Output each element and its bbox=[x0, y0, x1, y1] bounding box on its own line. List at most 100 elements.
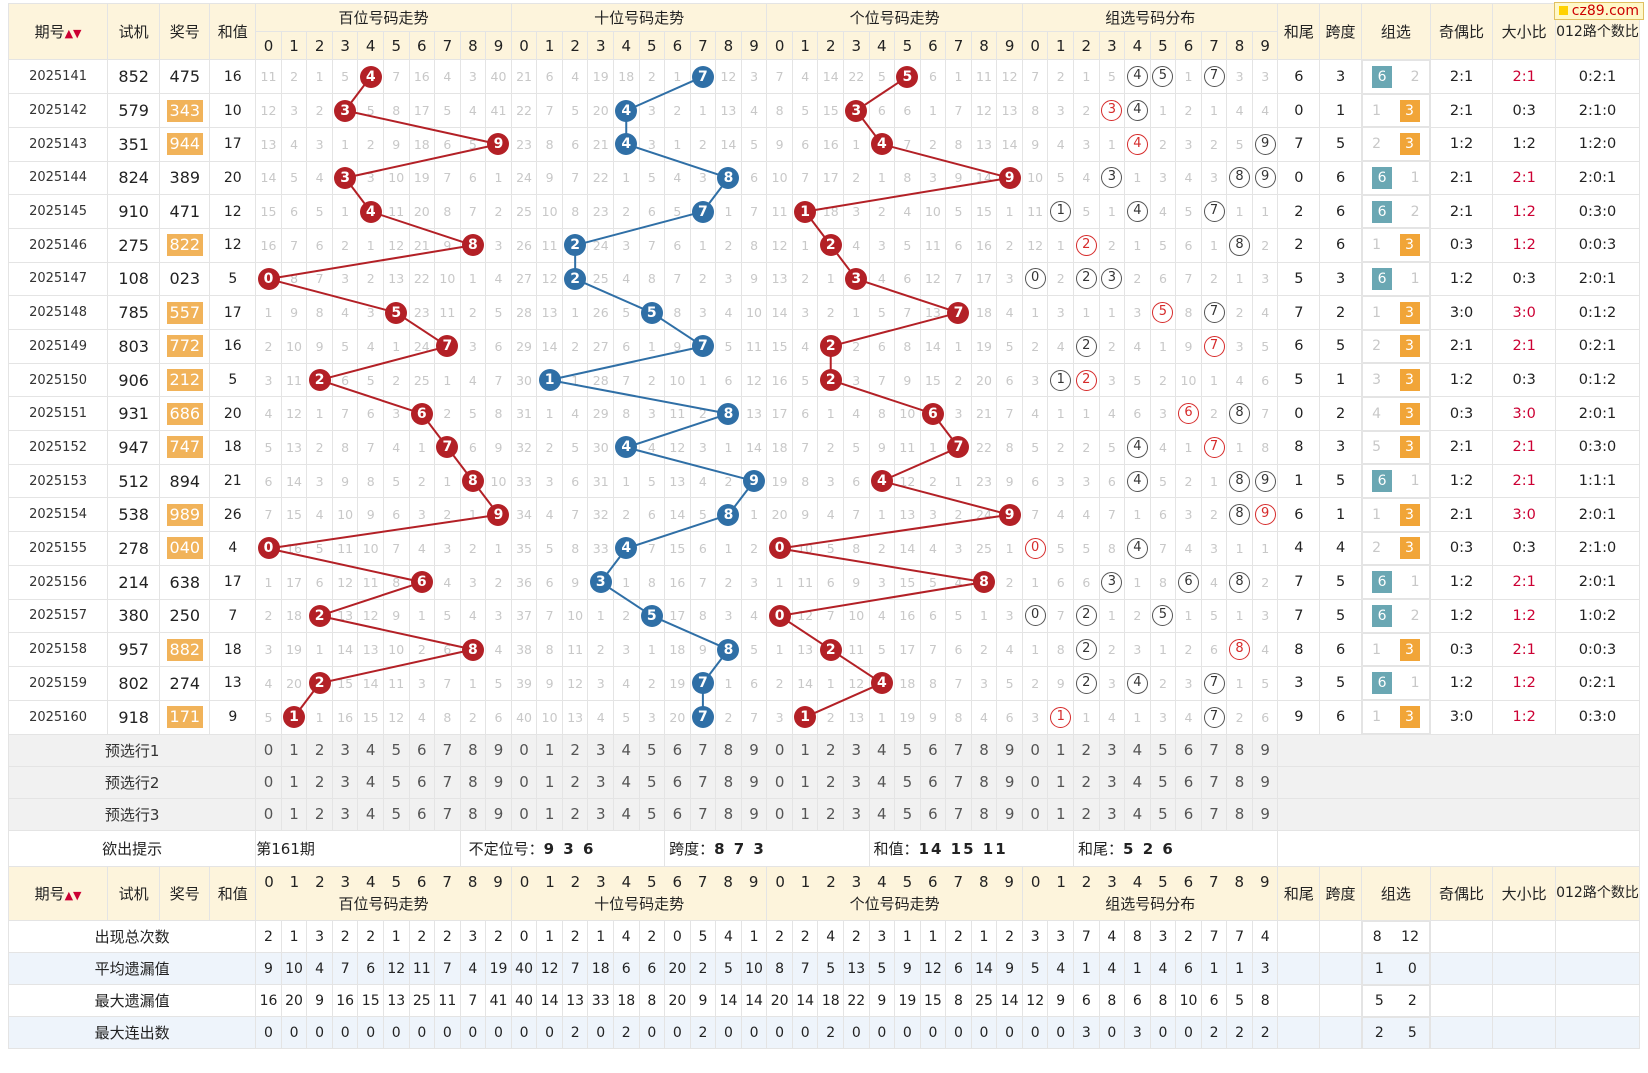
preselect-digit[interactable]: 9 bbox=[1251, 765, 1279, 799]
preselect-digit[interactable]: 3 bbox=[331, 765, 359, 799]
preselect-digit[interactable]: 6 bbox=[408, 733, 436, 767]
preselect-digit[interactable]: 8 bbox=[459, 797, 487, 831]
preselect-digit[interactable]: 6 bbox=[664, 765, 691, 799]
preselect-digit[interactable]: 3 bbox=[843, 765, 870, 799]
preselect-digit[interactable]: 0 bbox=[255, 765, 282, 799]
preselect-digit[interactable]: 2 bbox=[306, 797, 333, 831]
preselect-digit[interactable]: 7 bbox=[689, 765, 717, 799]
preselect-digit[interactable]: 4 bbox=[612, 797, 640, 831]
preselect-digit[interactable]: 3 bbox=[587, 765, 614, 799]
preselect-digit[interactable]: 7 bbox=[1200, 797, 1228, 831]
preselect-digit[interactable]: 9 bbox=[485, 765, 512, 799]
preselect-digit[interactable]: 2 bbox=[1073, 733, 1100, 767]
preselect-digit[interactable]: 0 bbox=[766, 797, 793, 831]
header-issue[interactable]: 期号▲▼ bbox=[7, 3, 109, 60]
preselect-digit[interactable]: 2 bbox=[817, 765, 844, 799]
preselect-digit[interactable]: 5 bbox=[894, 797, 921, 831]
preselect-digit[interactable]: 5 bbox=[1149, 797, 1177, 831]
preselect-digit[interactable]: 0 bbox=[510, 765, 538, 799]
preselect-digit[interactable]: 1 bbox=[536, 797, 563, 831]
preselect-digit[interactable]: 8 bbox=[970, 765, 998, 799]
preselect-digit[interactable]: 1 bbox=[791, 765, 819, 799]
sort-icon[interactable]: ▲▼ bbox=[64, 888, 82, 902]
preselect-digit[interactable]: 7 bbox=[434, 733, 461, 767]
preselect-digit[interactable]: 5 bbox=[382, 765, 410, 799]
preselect-digit[interactable]: 9 bbox=[996, 733, 1023, 767]
preselect-digit[interactable]: 4 bbox=[1124, 765, 1151, 799]
preselect-digit[interactable]: 5 bbox=[894, 733, 921, 767]
preselect-digit[interactable]: 9 bbox=[485, 797, 512, 831]
preselect-digit[interactable]: 1 bbox=[1047, 765, 1075, 799]
preselect-digit[interactable]: 5 bbox=[638, 765, 666, 799]
preselect-digit[interactable]: 0 bbox=[510, 797, 538, 831]
preselect-digit[interactable]: 1 bbox=[536, 765, 563, 799]
preselect-digit[interactable]: 4 bbox=[1124, 797, 1151, 831]
preselect-digit[interactable]: 5 bbox=[1149, 733, 1177, 767]
preselect-digit[interactable]: 8 bbox=[715, 733, 742, 767]
preselect-digit[interactable]: 9 bbox=[996, 765, 1023, 799]
preselect-digit[interactable]: 0 bbox=[255, 797, 282, 831]
preselect-digit[interactable]: 1 bbox=[536, 733, 563, 767]
preselect-digit[interactable]: 7 bbox=[1200, 765, 1228, 799]
preselect-digit[interactable]: 1 bbox=[280, 797, 308, 831]
preselect-digit[interactable]: 6 bbox=[1175, 765, 1202, 799]
preselect-digit[interactable]: 7 bbox=[434, 765, 461, 799]
footer-header-issue[interactable]: 期号▲▼ bbox=[7, 865, 109, 921]
preselect-digit[interactable]: 8 bbox=[715, 797, 742, 831]
preselect-digit[interactable]: 5 bbox=[894, 765, 921, 799]
preselect-digit[interactable]: 8 bbox=[970, 733, 998, 767]
preselect-digit[interactable]: 2 bbox=[561, 765, 589, 799]
preselect-digit[interactable]: 8 bbox=[459, 733, 487, 767]
preselect-digit[interactable]: 6 bbox=[664, 733, 691, 767]
preselect-digit[interactable]: 6 bbox=[919, 765, 947, 799]
sort-icon[interactable]: ▲▼ bbox=[64, 27, 82, 40]
preselect-digit[interactable]: 3 bbox=[1098, 797, 1126, 831]
preselect-digit[interactable]: 2 bbox=[306, 733, 333, 767]
preselect-digit[interactable]: 3 bbox=[587, 797, 614, 831]
preselect-digit[interactable]: 9 bbox=[996, 797, 1023, 831]
preselect-digit[interactable]: 5 bbox=[382, 797, 410, 831]
preselect-digit[interactable]: 1 bbox=[791, 733, 819, 767]
preselect-digit[interactable]: 3 bbox=[1098, 765, 1126, 799]
preselect-digit[interactable]: 0 bbox=[1021, 797, 1049, 831]
preselect-digit[interactable]: 3 bbox=[1098, 733, 1126, 767]
preselect-digit[interactable]: 6 bbox=[1175, 797, 1202, 831]
preselect-digit[interactable]: 2 bbox=[817, 733, 844, 767]
preselect-digit[interactable]: 2 bbox=[1073, 797, 1100, 831]
preselect-digit[interactable]: 2 bbox=[306, 765, 333, 799]
preselect-digit[interactable]: 6 bbox=[664, 797, 691, 831]
preselect-digit[interactable]: 5 bbox=[638, 797, 666, 831]
preselect-digit[interactable]: 5 bbox=[638, 733, 666, 767]
preselect-digit[interactable]: 6 bbox=[919, 797, 947, 831]
preselect-digit[interactable]: 6 bbox=[919, 733, 947, 767]
preselect-digit[interactable]: 2 bbox=[561, 733, 589, 767]
preselect-digit[interactable]: 1 bbox=[1047, 733, 1075, 767]
preselect-digit[interactable]: 6 bbox=[1175, 733, 1202, 767]
preselect-digit[interactable]: 4 bbox=[357, 765, 384, 799]
preselect-digit[interactable]: 2 bbox=[1073, 765, 1100, 799]
preselect-digit[interactable]: 0 bbox=[510, 733, 538, 767]
preselect-digit[interactable]: 2 bbox=[561, 797, 589, 831]
preselect-digit[interactable]: 8 bbox=[715, 765, 742, 799]
preselect-digit[interactable]: 3 bbox=[331, 797, 359, 831]
preselect-digit[interactable]: 4 bbox=[612, 733, 640, 767]
preselect-digit[interactable]: 4 bbox=[868, 733, 896, 767]
preselect-digit[interactable]: 0 bbox=[766, 733, 793, 767]
preselect-digit[interactable]: 7 bbox=[945, 733, 972, 767]
preselect-digit[interactable]: 7 bbox=[945, 765, 972, 799]
preselect-digit[interactable]: 3 bbox=[843, 733, 870, 767]
preselect-digit[interactable]: 4 bbox=[357, 733, 384, 767]
preselect-digit[interactable]: 4 bbox=[868, 797, 896, 831]
preselect-digit[interactable]: 1 bbox=[791, 797, 819, 831]
preselect-digit[interactable]: 4 bbox=[612, 765, 640, 799]
preselect-digit[interactable]: 7 bbox=[434, 797, 461, 831]
preselect-digit[interactable]: 6 bbox=[408, 797, 436, 831]
preselect-digit[interactable]: 9 bbox=[1251, 733, 1279, 767]
preselect-digit[interactable]: 1 bbox=[1047, 797, 1075, 831]
preselect-digit[interactable]: 7 bbox=[945, 797, 972, 831]
preselect-digit[interactable]: 0 bbox=[1021, 733, 1049, 767]
preselect-digit[interactable]: 0 bbox=[1021, 765, 1049, 799]
preselect-digit[interactable]: 8 bbox=[970, 797, 998, 831]
preselect-digit[interactable]: 9 bbox=[485, 733, 512, 767]
preselect-digit[interactable]: 4 bbox=[1124, 733, 1151, 767]
